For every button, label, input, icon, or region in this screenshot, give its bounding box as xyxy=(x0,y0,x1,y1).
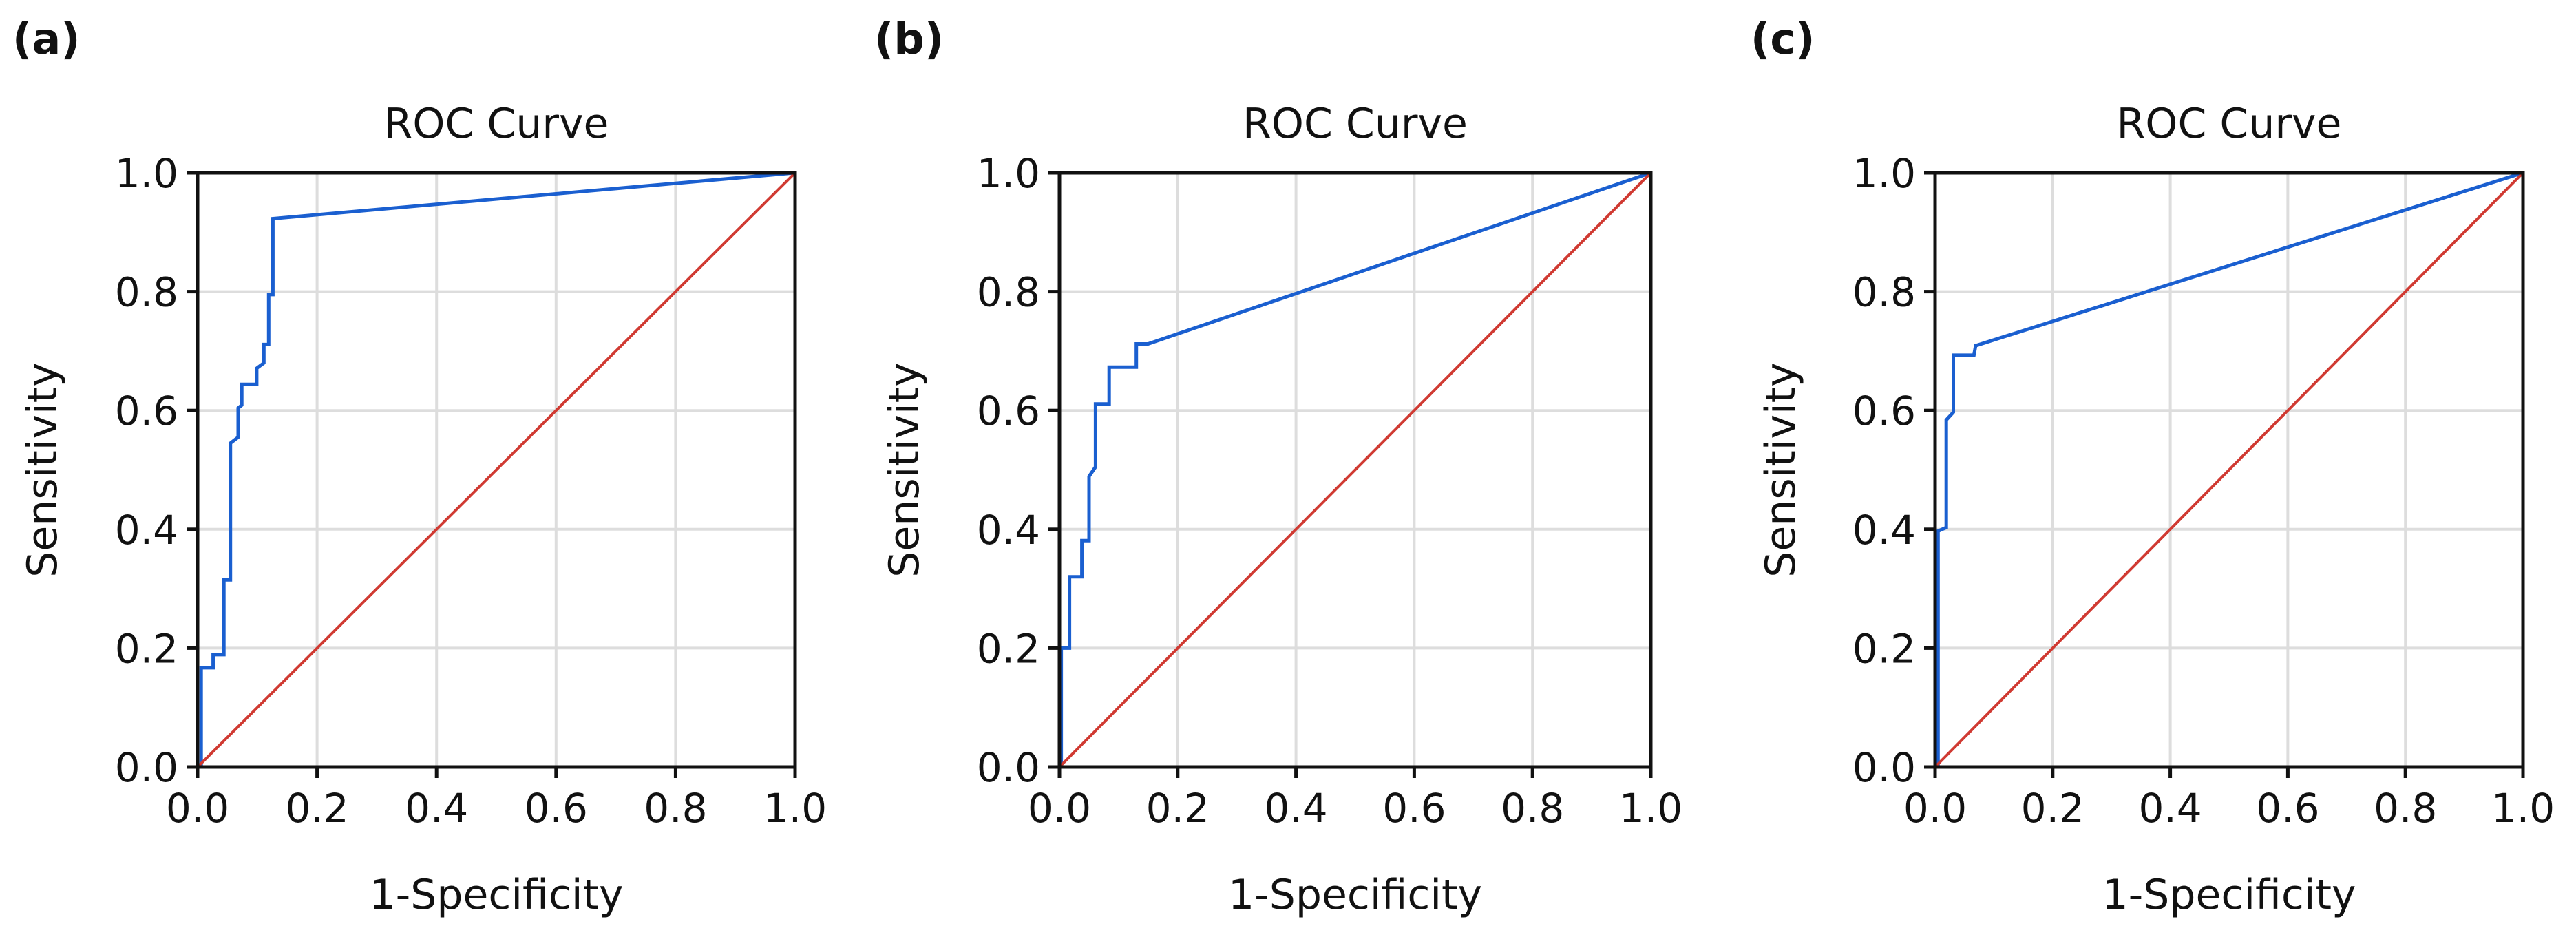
x-tick-label: 0.4 xyxy=(1264,785,1327,832)
roc-curve-line xyxy=(198,171,796,769)
y-tick-label: 1.0 xyxy=(1852,150,1916,197)
roc-curve-line xyxy=(1059,171,1651,769)
panel-label: (a) xyxy=(12,14,81,64)
y-tick-label: 0.2 xyxy=(115,625,178,672)
chart-panel-c: 0.0 0.2 0.4 0.6 0.8 1.0 0.0 0.2 0.4 0.6 0.8 1.0 ROC … xyxy=(1751,14,2555,919)
x-tick-label: 0.6 xyxy=(2256,785,2319,832)
y-tick-label: 0.8 xyxy=(1852,269,1916,316)
y-axis-label: Sensitivity xyxy=(1757,362,1805,577)
chart-title: ROC Curve xyxy=(2117,100,2342,148)
chart-title: ROC Curve xyxy=(384,100,609,148)
y-tick-label: 0.4 xyxy=(115,507,178,554)
x-tick-label: 0.0 xyxy=(1903,785,1967,832)
plot-frame xyxy=(196,171,797,769)
y-axis-label: Sensitivity xyxy=(880,362,929,577)
chart-panel-b: 0.0 0.2 0.4 0.6 0.8 1.0 0.0 0.2 0.4 0.6 0.8 1.0 ROC … xyxy=(874,14,1682,919)
x-tick-label: 1.0 xyxy=(2491,785,2555,832)
x-tick-label: 0.6 xyxy=(525,785,588,832)
reference-diagonal-line xyxy=(1934,171,2524,768)
y-tick-label: 1.0 xyxy=(977,150,1040,197)
x-axis-label: 1-Specificity xyxy=(2102,871,2356,919)
y-tick-label: 0.0 xyxy=(115,744,178,791)
y-tick-label: 0.4 xyxy=(1852,507,1916,554)
y-tick-label: 0.2 xyxy=(977,625,1040,672)
reference-diagonal-line xyxy=(1058,171,1652,768)
x-tick-label: 0.2 xyxy=(285,785,348,832)
x-tick-label: 0.0 xyxy=(1028,785,1091,832)
plot-frame xyxy=(1057,171,1653,769)
y-tick-label: 0.6 xyxy=(1852,388,1916,434)
x-tick-label: 1.0 xyxy=(1619,785,1682,832)
y-axis-label: Sensitivity xyxy=(19,362,67,577)
x-axis-label: 1-Specificity xyxy=(369,871,623,919)
y-tick-label: 0.6 xyxy=(977,388,1040,434)
x-tick-label: 0.8 xyxy=(644,785,707,832)
y-tick-label: 0.8 xyxy=(977,269,1040,316)
x-tick-label: 0.2 xyxy=(2021,785,2084,832)
x-axis-label: 1-Specificity xyxy=(1228,871,1482,919)
x-tick-label: 0.8 xyxy=(1501,785,1564,832)
reference-diagonal-line xyxy=(196,171,796,768)
plot-frame xyxy=(1933,171,2525,769)
chart-title: ROC Curve xyxy=(1243,100,1468,148)
x-tick-label: 1.0 xyxy=(763,785,827,832)
panel-label: (c) xyxy=(1751,14,1815,64)
x-tick-label: 0.4 xyxy=(405,785,468,832)
y-tick-label: 0.6 xyxy=(115,388,178,434)
panel-label: (b) xyxy=(874,14,944,64)
y-tick-label: 0.0 xyxy=(1852,744,1916,791)
y-tick-label: 0.8 xyxy=(115,269,178,316)
chart-panel-a: 0.0 0.2 0.4 0.6 0.8 1.0 0.0 0.2 0.4 0.6 0.8 1.0 ROC … xyxy=(12,14,827,919)
x-tick-label: 0.8 xyxy=(2374,785,2437,832)
y-tick-label: 1.0 xyxy=(115,150,178,197)
y-tick-label: 0.0 xyxy=(977,744,1040,791)
y-tick-label: 0.4 xyxy=(977,507,1040,554)
y-tick-label: 0.2 xyxy=(1852,625,1916,672)
x-tick-label: 0.4 xyxy=(2138,785,2202,832)
roc-curve-line xyxy=(1935,171,2524,769)
x-tick-label: 0.2 xyxy=(1146,785,1210,832)
x-tick-label: 0.0 xyxy=(166,785,229,832)
x-tick-label: 0.6 xyxy=(1382,785,1446,832)
